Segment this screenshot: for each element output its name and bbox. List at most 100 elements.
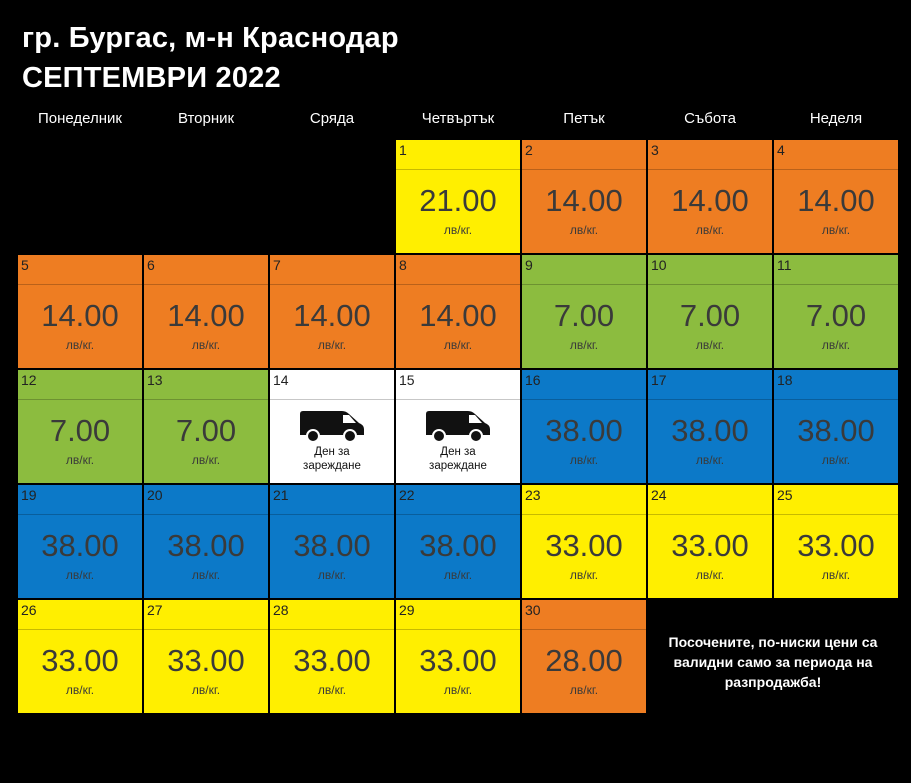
day-price: 38.00 <box>545 413 623 448</box>
day-cell: 26 33.00 лв/кг. <box>18 600 142 713</box>
day-number: 12 <box>18 370 142 400</box>
day-number: 27 <box>144 600 268 630</box>
day-cell: 9 7.00 лв/кг. <box>522 255 646 368</box>
day-cell: 6 14.00 лв/кг. <box>144 255 268 368</box>
day-cell: 21 38.00 лв/кг. <box>270 485 394 598</box>
price-unit: лв/кг. <box>821 338 851 352</box>
day-price: 33.00 <box>167 643 245 678</box>
page-title: гр. Бургас, м-н Краснодар <box>22 22 399 54</box>
day-price: 38.00 <box>419 528 497 563</box>
day-cell: 19 38.00 лв/кг. <box>18 485 142 598</box>
price-unit: лв/кг. <box>65 453 95 467</box>
price-unit: лв/кг. <box>443 223 473 237</box>
price-unit: лв/кг. <box>191 683 221 697</box>
price-unit: лв/кг. <box>569 338 599 352</box>
day-cell: 13 7.00 лв/кг. <box>144 370 268 483</box>
loading-day-caption: Ден за зареждане <box>429 446 487 472</box>
day-price: 14.00 <box>293 298 371 333</box>
price-unit: лв/кг. <box>443 338 473 352</box>
day-price: 14.00 <box>41 298 119 333</box>
day-number: 6 <box>144 255 268 285</box>
day-price: 7.00 <box>805 298 867 333</box>
price-unit: лв/кг. <box>65 683 95 697</box>
price-unit: лв/кг. <box>569 453 599 467</box>
day-price: 33.00 <box>671 528 749 563</box>
day-number: 7 <box>270 255 394 285</box>
day-number: 25 <box>774 485 898 515</box>
day-cell: 7 14.00 лв/кг. <box>270 255 394 368</box>
day-price: 14.00 <box>419 298 497 333</box>
day-price: 38.00 <box>41 528 119 563</box>
day-cell: 17 38.00 лв/кг. <box>648 370 772 483</box>
van-icon <box>426 411 490 442</box>
day-cell: 4 14.00 лв/кг. <box>774 140 898 253</box>
weekday-label: Вторник <box>177 110 235 127</box>
price-unit: лв/кг. <box>569 568 599 582</box>
day-cell: 28 33.00 лв/кг. <box>270 600 394 713</box>
day-cell: 22 38.00 лв/кг. <box>396 485 520 598</box>
day-number: 2 <box>522 140 646 170</box>
day-cell: 8 14.00 лв/кг. <box>396 255 520 368</box>
day-cell: 15 Ден за зареждане <box>396 370 520 483</box>
day-number: 5 <box>18 255 142 285</box>
day-number: 23 <box>522 485 646 515</box>
day-price: 33.00 <box>41 643 119 678</box>
day-price: 14.00 <box>167 298 245 333</box>
day-price: 33.00 <box>419 643 497 678</box>
day-price: 7.00 <box>679 298 741 333</box>
weekday-label: Сряда <box>309 110 355 127</box>
day-cell: 27 33.00 лв/кг. <box>144 600 268 713</box>
price-unit: лв/кг. <box>317 338 347 352</box>
day-cell: 20 38.00 лв/кг. <box>144 485 268 598</box>
day-cell: 12 7.00 лв/кг. <box>18 370 142 483</box>
price-unit: лв/кг. <box>821 223 851 237</box>
day-number: 11 <box>774 255 898 285</box>
price-unit: лв/кг. <box>695 223 725 237</box>
price-unit: лв/кг. <box>821 568 851 582</box>
day-price: 33.00 <box>797 528 875 563</box>
weekday-label: Петък <box>563 110 605 127</box>
day-number: 3 <box>648 140 772 170</box>
day-number: 13 <box>144 370 268 400</box>
price-unit: лв/кг. <box>191 453 221 467</box>
day-cell: 3 14.00 лв/кг. <box>648 140 772 253</box>
price-unit: лв/кг. <box>191 338 221 352</box>
day-number: 8 <box>396 255 520 285</box>
day-number: 30 <box>522 600 646 630</box>
day-number: 21 <box>270 485 394 515</box>
price-unit: лв/кг. <box>695 568 725 582</box>
month-title: СЕПТЕМВРИ 2022 <box>22 62 281 94</box>
price-unit: лв/кг. <box>821 453 851 467</box>
price-unit: лв/кг. <box>569 683 599 697</box>
day-price: 33.00 <box>293 643 371 678</box>
day-price: 7.00 <box>49 413 111 448</box>
day-number: 28 <box>270 600 394 630</box>
day-price: 28.00 <box>545 643 623 678</box>
day-number: 1 <box>396 140 520 170</box>
price-unit: лв/кг. <box>317 683 347 697</box>
day-cell: 11 7.00 лв/кг. <box>774 255 898 368</box>
day-cell: 29 33.00 лв/кг. <box>396 600 520 713</box>
day-cell: 18 38.00 лв/кг. <box>774 370 898 483</box>
price-unit: лв/кг. <box>443 683 473 697</box>
day-cell: 25 33.00 лв/кг. <box>774 485 898 598</box>
day-price: 33.00 <box>545 528 623 563</box>
day-number: 16 <box>522 370 646 400</box>
day-price: 38.00 <box>167 528 245 563</box>
price-unit: лв/кг. <box>65 338 95 352</box>
price-unit: лв/кг. <box>695 338 725 352</box>
weekday-label: Събота <box>684 110 736 127</box>
day-number: 19 <box>18 485 142 515</box>
day-number: 14 <box>270 370 394 400</box>
day-cell: 1 21.00 лв/кг. <box>396 140 520 253</box>
price-unit: лв/кг. <box>65 568 95 582</box>
weekday-label: Четвъртък <box>421 110 495 127</box>
price-unit: лв/кг. <box>695 453 725 467</box>
sale-note: Посочените, по-ниски цени са валидни сам… <box>668 634 878 690</box>
price-unit: лв/кг. <box>191 568 221 582</box>
day-number: 20 <box>144 485 268 515</box>
van-icon <box>300 411 364 442</box>
day-number: 4 <box>774 140 898 170</box>
day-number: 18 <box>774 370 898 400</box>
loading-day-caption: Ден за зареждане <box>303 446 361 472</box>
